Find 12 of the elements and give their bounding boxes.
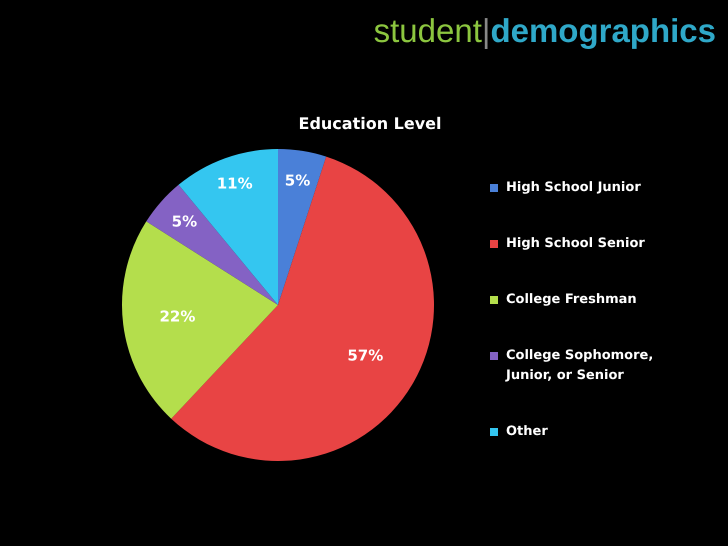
chart-title: student|demographics: [374, 12, 716, 49]
data-label: 5%: [172, 212, 198, 230]
legend-label: College Sophomore, Junior, or Senior: [506, 347, 654, 385]
data-label: 57%: [347, 346, 384, 365]
data-label: 22%: [159, 308, 196, 326]
data-label: 11%: [216, 174, 253, 193]
legend-label: College Freshman: [506, 291, 638, 309]
data-label: 5%: [284, 172, 310, 190]
legend-label: High School Junior: [506, 179, 642, 197]
chart-subtitle: Education Level: [298, 114, 442, 133]
legend-label: High School Senior: [506, 235, 646, 253]
legend-label: Other: [506, 423, 549, 441]
